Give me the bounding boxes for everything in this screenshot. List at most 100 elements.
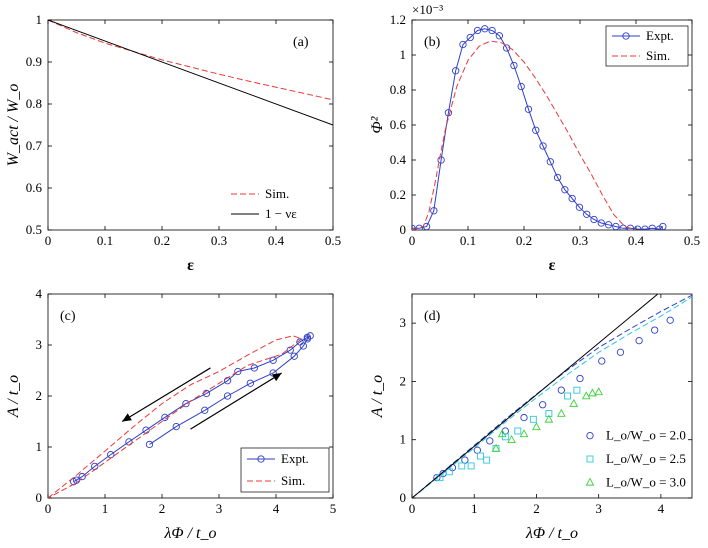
series-line bbox=[412, 28, 664, 230]
legend-marker bbox=[586, 455, 594, 463]
data-point bbox=[481, 25, 489, 33]
legend-label: Expt. bbox=[281, 451, 309, 466]
data-point bbox=[556, 408, 566, 417]
data-point bbox=[467, 462, 475, 470]
data-point bbox=[651, 326, 659, 334]
y-tick-label: 1 bbox=[400, 47, 407, 62]
legend: Expt. Sim. bbox=[605, 25, 689, 67]
data-point bbox=[510, 61, 518, 70]
data-point bbox=[659, 222, 667, 230]
data-point bbox=[507, 434, 516, 443]
data-point bbox=[491, 443, 501, 452]
legend-label: L_o/W_o = 2.5 bbox=[606, 451, 686, 466]
x-tick-label: 0 bbox=[45, 233, 52, 248]
data-point bbox=[532, 126, 540, 134]
y-tick-label: 4 bbox=[36, 286, 43, 301]
data-point bbox=[517, 82, 525, 91]
data-point bbox=[564, 392, 572, 400]
y-tick-label: 1 bbox=[400, 432, 407, 447]
arrow-head bbox=[122, 413, 132, 422]
x-tick-label: 0 bbox=[45, 501, 52, 516]
y-axis-label-group: A / t_o bbox=[5, 375, 22, 418]
data-point bbox=[648, 224, 656, 230]
y-axis-label: Φ² bbox=[369, 115, 386, 133]
x-tick-label: 3 bbox=[595, 501, 602, 516]
data-point bbox=[575, 203, 584, 211]
legend-marker bbox=[257, 455, 265, 463]
y-axis-label: A / t_o bbox=[369, 375, 386, 418]
y-tick-label: 1 bbox=[36, 12, 43, 27]
x-tick-label: 2 bbox=[159, 501, 166, 516]
panel-2: 0 0.1 0.2 0.3 0.4 0.5 0 0.2 0.4 0.6 0.8 1 1.2 ε Φ² ×10⁻… bbox=[369, 2, 700, 274]
data-point bbox=[269, 356, 277, 364]
data-point bbox=[299, 342, 308, 350]
data-point bbox=[290, 352, 298, 360]
data-point bbox=[524, 105, 533, 113]
data-point bbox=[223, 392, 232, 400]
data-point bbox=[145, 440, 154, 449]
y-tick-label: 0 bbox=[36, 490, 43, 505]
data-point bbox=[626, 224, 635, 230]
series-line bbox=[412, 40, 637, 230]
y-axis-label-group: A / t_o bbox=[369, 375, 386, 418]
legend-label: L_o/W_o = 2.0 bbox=[606, 428, 686, 443]
data-point bbox=[182, 399, 190, 408]
data-point bbox=[581, 391, 591, 400]
data-point bbox=[553, 173, 562, 182]
data-point bbox=[561, 186, 569, 194]
data-point bbox=[250, 364, 258, 372]
y-tick-label: 0 bbox=[400, 222, 407, 237]
series-line bbox=[48, 20, 333, 126]
series-layer bbox=[412, 294, 692, 498]
path-arrow bbox=[121, 367, 211, 423]
panel-1: 0 0.1 0.2 0.3 0.4 0.5 0.5 0.6 0.7 0.8 0.9 1 ε W_act /… bbox=[5, 12, 341, 274]
legend-marker bbox=[622, 32, 630, 40]
data-point bbox=[635, 336, 643, 345]
y-tick-label: 0.7 bbox=[26, 138, 43, 153]
legend-label: Sim. bbox=[265, 186, 289, 201]
x-tick-label: 4 bbox=[273, 501, 280, 516]
x-tick-label: 0 bbox=[409, 501, 416, 516]
x-tick-label: 0.5 bbox=[684, 233, 700, 248]
data-point bbox=[597, 219, 605, 227]
series-line bbox=[412, 294, 659, 498]
x-axis-label: λΦ / t_o bbox=[164, 525, 217, 542]
x-axis-label: λΦ / t_o bbox=[525, 525, 578, 542]
data-point bbox=[488, 26, 496, 35]
panel-tag: (b) bbox=[424, 35, 441, 50]
data-point bbox=[246, 379, 255, 387]
legend-box bbox=[580, 424, 688, 494]
x-tick-label: 1 bbox=[102, 501, 109, 516]
data-point bbox=[590, 215, 598, 224]
legend-marker bbox=[585, 477, 595, 486]
y-axis-label-group: W_act / W_o bbox=[5, 84, 22, 167]
y-tick-label: 0.8 bbox=[390, 82, 406, 97]
x-axis-label: ε bbox=[549, 257, 556, 274]
data-point bbox=[569, 398, 579, 407]
data-point bbox=[583, 210, 591, 218]
data-point bbox=[612, 222, 620, 230]
data-point bbox=[604, 221, 613, 229]
data-point bbox=[452, 67, 460, 75]
y-axis-label: A / t_o bbox=[5, 375, 22, 418]
series-layer bbox=[412, 25, 667, 230]
y-tick-label: 3 bbox=[36, 337, 43, 352]
series-layer bbox=[48, 332, 314, 498]
data-point bbox=[459, 40, 467, 49]
data-point bbox=[495, 32, 504, 40]
y-axis-label-group: Φ² bbox=[369, 115, 386, 133]
legend-label: Expt. bbox=[646, 28, 674, 43]
series-line bbox=[412, 296, 692, 498]
data-point bbox=[616, 348, 625, 356]
data-point bbox=[430, 207, 438, 215]
x-tick-label: 0.2 bbox=[154, 233, 170, 248]
x-tick-label: 0.3 bbox=[211, 233, 227, 248]
data-point bbox=[486, 437, 494, 445]
data-point bbox=[234, 367, 242, 376]
y-tick-label: 2 bbox=[400, 373, 407, 388]
legend-box bbox=[240, 447, 330, 493]
x-tick-label: 0.1 bbox=[460, 233, 476, 248]
data-point bbox=[519, 429, 529, 438]
data-point bbox=[483, 456, 491, 464]
y-tick-label: 1.2 bbox=[390, 12, 406, 27]
